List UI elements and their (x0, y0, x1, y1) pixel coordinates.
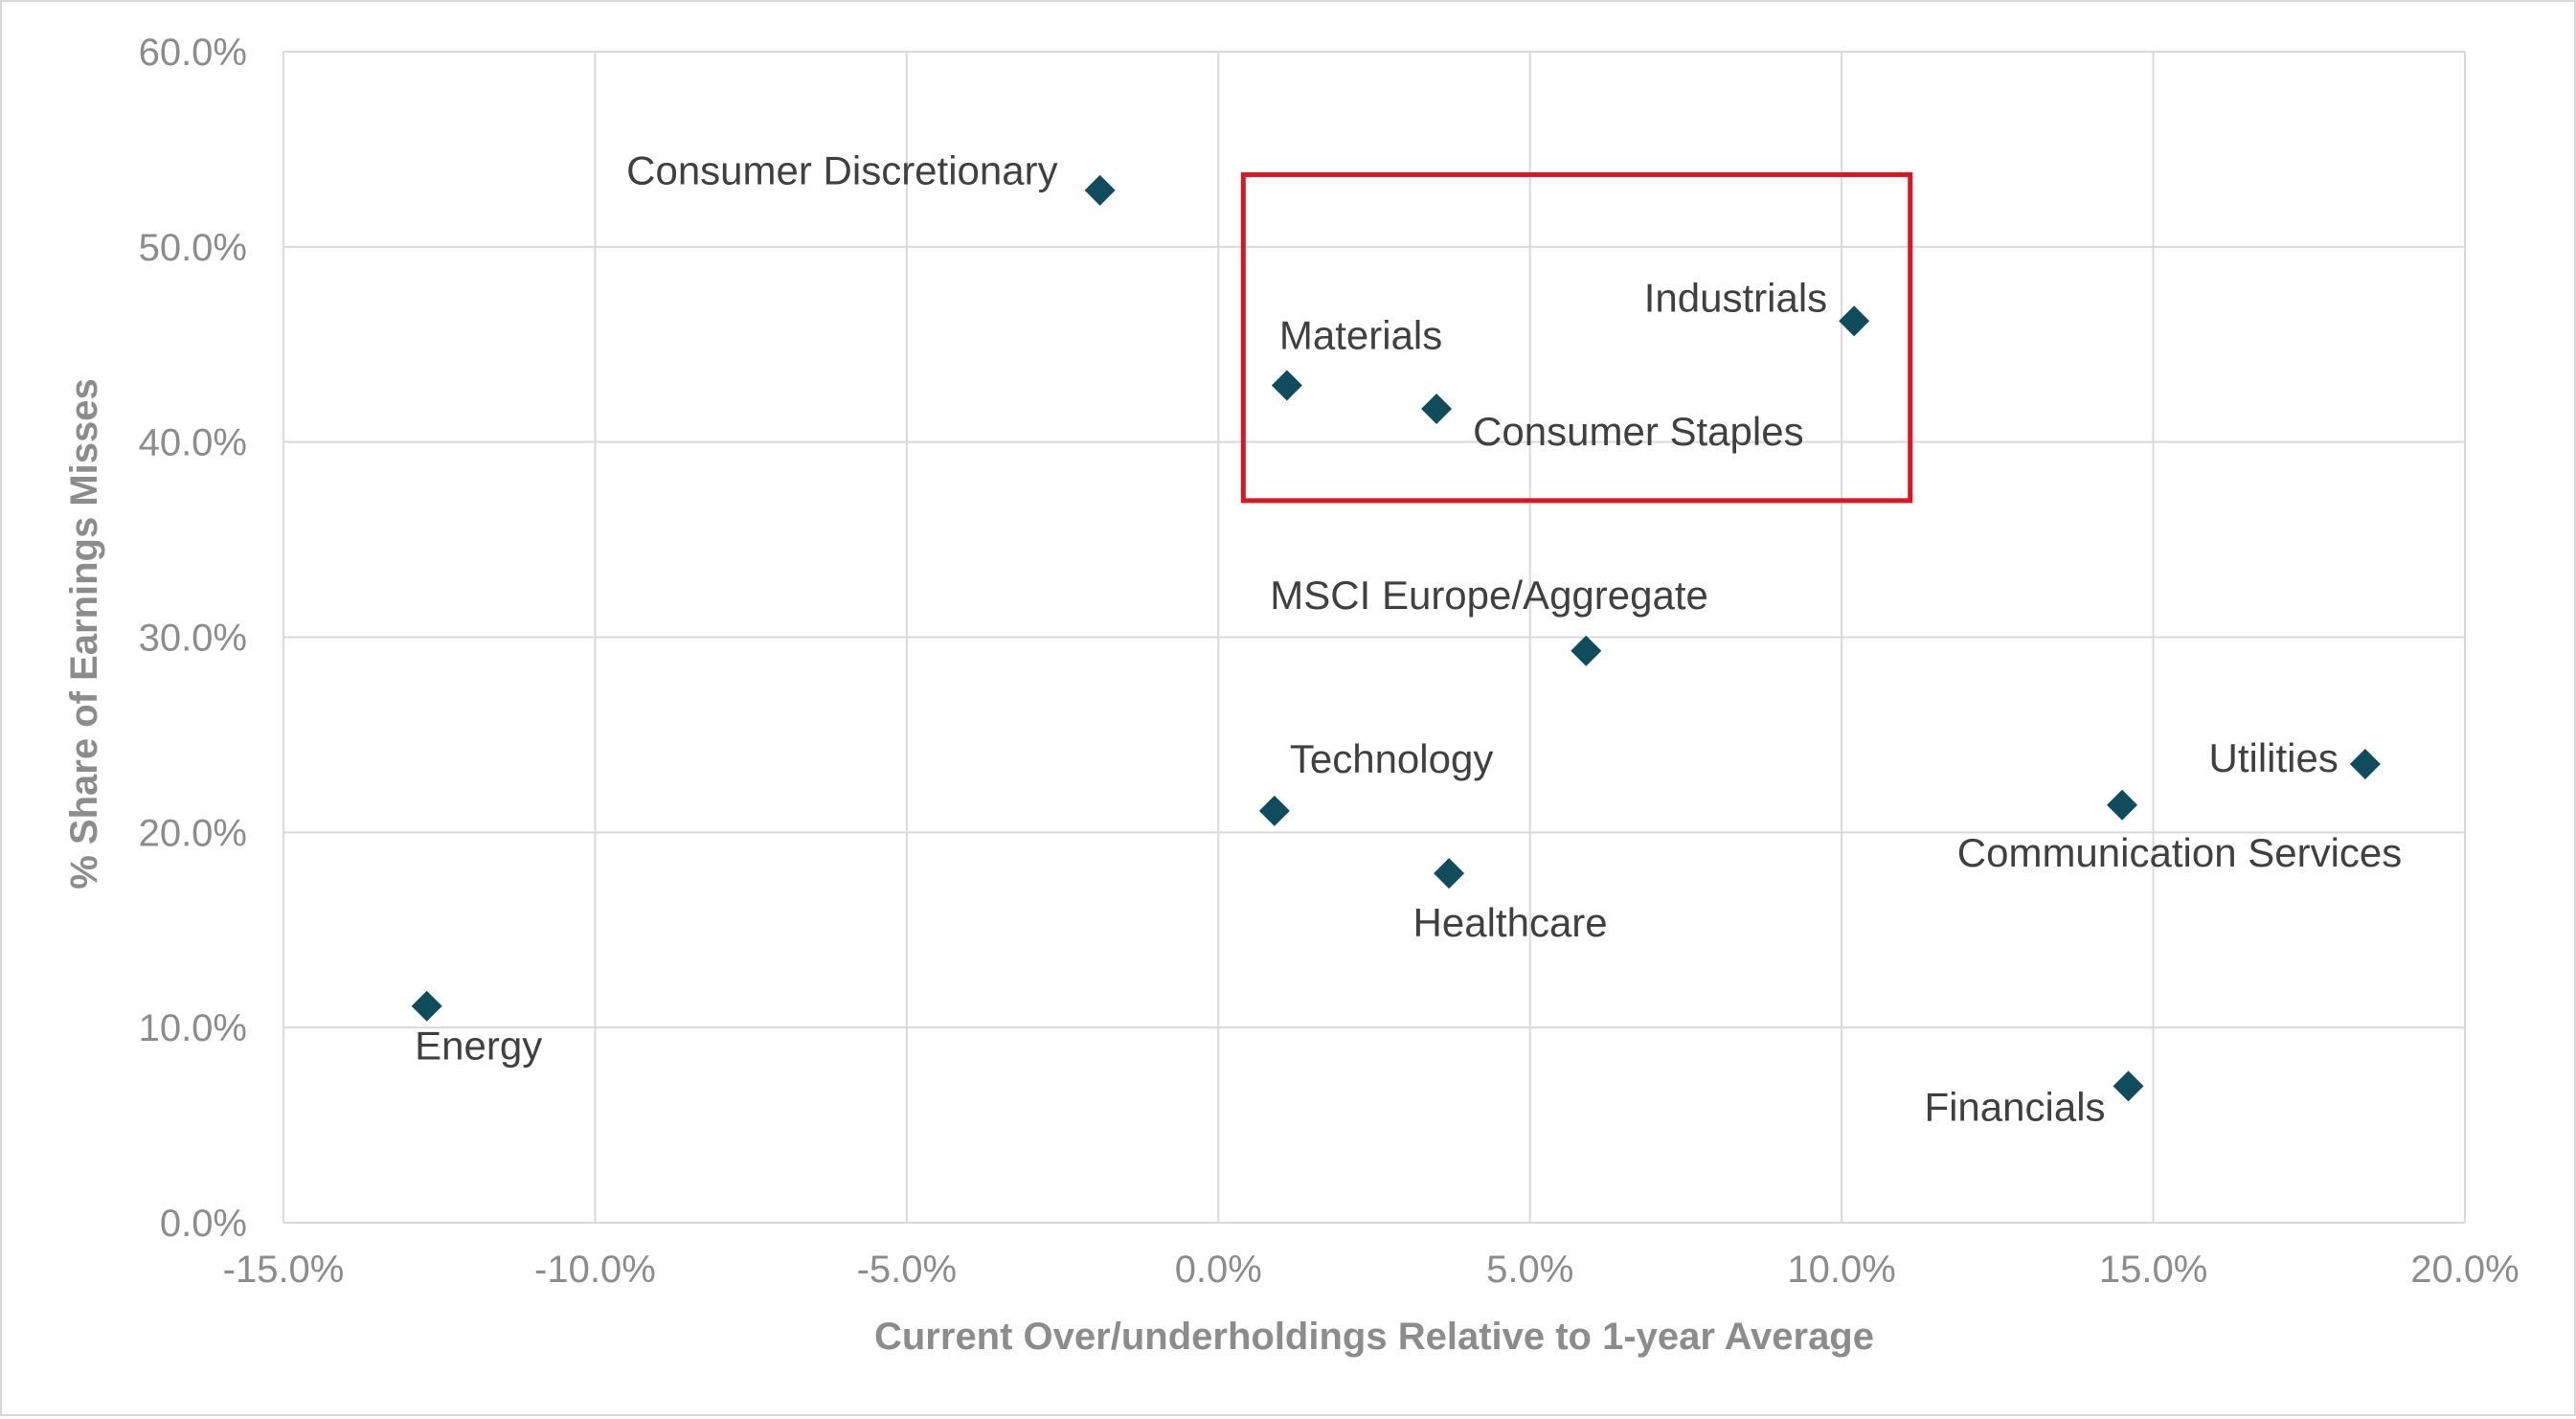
data-point (2349, 748, 2381, 779)
data-label: Consumer Staples (1473, 409, 1804, 454)
x-tick-label: 20.0% (2410, 1249, 2519, 1291)
x-tick-label: 15.0% (2099, 1249, 2207, 1291)
y-tick-label: 20.0% (139, 812, 247, 854)
x-tick-label: -5.0% (857, 1249, 958, 1291)
data-point (1084, 174, 1116, 206)
y-tick-label: 0.0% (160, 1203, 247, 1245)
data-label: Utilities (2209, 735, 2339, 780)
gridlines (282, 51, 2466, 1224)
x-tick-label: 10.0% (1787, 1249, 1895, 1291)
point-labels: Consumer Discretionary Industrials Materia… (415, 148, 2402, 1130)
data-point (2113, 1070, 2144, 1102)
x-axis-title: Current Over/underholdings Relative to 1… (874, 1316, 1874, 1358)
y-axis-title: % Share of Earnings Misses (63, 378, 105, 890)
data-label: Financials (1924, 1084, 2105, 1129)
data-label: MSCI Europe/Aggregate (1270, 573, 1708, 618)
x-tick-label: -15.0% (223, 1249, 345, 1291)
data-point (1421, 394, 1453, 425)
y-tick-label: 30.0% (139, 618, 247, 660)
y-tick-label: 10.0% (139, 1007, 247, 1049)
data-point (1258, 795, 1290, 826)
data-point (1839, 305, 1870, 337)
data-point (1434, 858, 1465, 890)
data-label: Technology (1290, 736, 1493, 781)
data-label: Materials (1279, 313, 1442, 358)
data-point (1271, 370, 1302, 401)
data-label: Consumer Discretionary (626, 148, 1057, 193)
x-tick-label: 0.0% (1175, 1249, 1262, 1291)
data-label: Industrials (1644, 275, 1827, 320)
y-tick-label: 40.0% (139, 422, 247, 464)
data-label: Healthcare (1413, 900, 1608, 945)
highlight-box (1240, 171, 1913, 504)
data-points (411, 174, 2381, 1102)
highlight-box-layer (1240, 171, 1913, 504)
data-point (1570, 635, 1602, 666)
data-point (411, 990, 442, 1022)
data-label: Energy (415, 1024, 542, 1069)
tick-labels: -15.0% -10.0% -5.0% 0.0% 5.0% 10.0% 15.0% 20.0%… (139, 32, 2520, 1291)
x-tick-label: -10.0% (534, 1249, 656, 1291)
y-tick-label: 60.0% (139, 32, 247, 74)
y-tick-label: 50.0% (139, 227, 247, 269)
x-tick-label: 5.0% (1486, 1249, 1573, 1291)
data-label: Communication Services (1957, 830, 2403, 875)
data-point (2107, 789, 2138, 821)
